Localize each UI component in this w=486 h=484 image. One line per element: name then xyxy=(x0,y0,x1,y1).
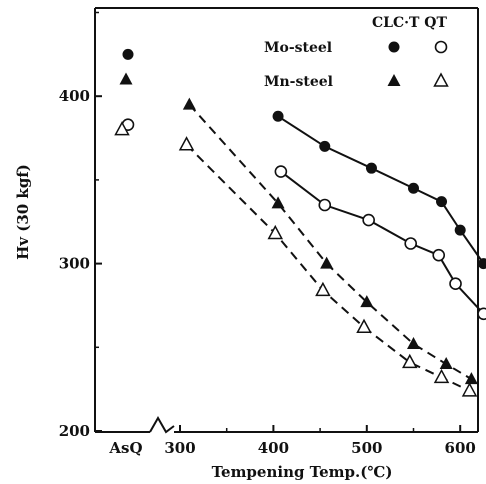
data-point xyxy=(319,140,331,152)
series-line xyxy=(277,115,486,267)
data-point xyxy=(407,336,420,349)
data-point xyxy=(318,198,332,212)
data-point xyxy=(439,357,453,370)
x-tick-label: 300 xyxy=(164,439,195,457)
series-1 xyxy=(122,48,486,270)
legend-label: Mo-steel xyxy=(264,40,332,56)
data-point xyxy=(356,318,372,333)
x-tick-label: 400 xyxy=(258,439,289,457)
data-point xyxy=(477,307,486,321)
y-tick-label: 400 xyxy=(59,87,90,105)
data-point xyxy=(449,277,462,290)
legend-label: Mn-steel xyxy=(264,74,333,90)
series-line xyxy=(188,103,472,380)
data-point xyxy=(402,353,418,369)
data-point xyxy=(464,372,478,385)
legend-marker xyxy=(387,74,401,86)
series-3 xyxy=(119,72,478,385)
data-point xyxy=(360,295,374,308)
y-axis-title: Hv (30 kgf) xyxy=(14,164,32,260)
data-point xyxy=(408,182,419,194)
axis-break xyxy=(149,415,175,434)
x-break-label: AsQ xyxy=(108,439,142,457)
data-point xyxy=(320,256,334,269)
series-layer xyxy=(114,48,486,397)
data-point xyxy=(404,237,417,250)
x-axis-title: Tempening Temp.(℃) xyxy=(212,463,393,481)
series-2 xyxy=(121,118,486,321)
x-tick-label: 500 xyxy=(351,439,382,457)
plot-frame xyxy=(94,7,479,434)
data-point xyxy=(436,196,448,208)
data-point xyxy=(365,162,377,174)
legend-marker xyxy=(434,40,448,54)
axis-ticks: 300400500600700AsQ200300400 xyxy=(59,11,476,457)
data-point xyxy=(267,224,284,240)
asq-point xyxy=(119,72,133,85)
data-point xyxy=(432,248,446,262)
data-point xyxy=(433,368,450,384)
data-point xyxy=(454,224,466,236)
series-4 xyxy=(114,121,478,397)
legend: CLC·T QT Mo-steel Mn-steel xyxy=(264,15,449,90)
data-point xyxy=(182,97,196,110)
data-point xyxy=(362,213,375,227)
asq-point xyxy=(122,48,134,60)
data-point xyxy=(274,165,288,178)
data-point xyxy=(315,281,331,297)
asq-point xyxy=(114,121,130,136)
legend-marker xyxy=(433,72,449,87)
data-point xyxy=(478,258,486,270)
data-point xyxy=(272,110,284,122)
legend-header: CLC·T QT xyxy=(372,15,447,31)
data-point xyxy=(178,136,195,151)
y-tick-label: 300 xyxy=(59,255,90,273)
legend-marker xyxy=(388,41,400,53)
data-point xyxy=(271,196,285,209)
series-line xyxy=(280,170,486,318)
y-tick-label: 200 xyxy=(59,422,90,440)
x-tick-label: 600 xyxy=(445,439,476,457)
data-point xyxy=(461,382,478,397)
